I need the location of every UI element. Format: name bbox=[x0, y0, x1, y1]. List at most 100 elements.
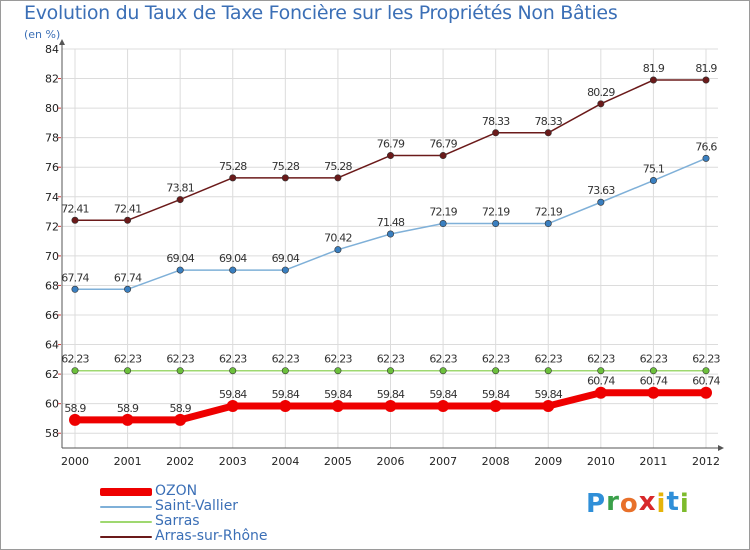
logo-letter: t bbox=[666, 487, 680, 517]
data-label-sarras: 62.23 bbox=[429, 353, 457, 366]
data-label-sarras: 62.23 bbox=[640, 353, 668, 366]
data-point-ozon bbox=[121, 413, 134, 426]
data-label-ozon: 59.84 bbox=[482, 388, 510, 401]
data-point-saint-vallier bbox=[334, 246, 342, 254]
y-tick-label: 66 bbox=[45, 309, 59, 322]
logo-letter: o bbox=[619, 489, 639, 519]
data-label-ozon: 59.84 bbox=[272, 388, 300, 401]
data-label-ozon: 60.74 bbox=[640, 375, 668, 388]
legend-swatch bbox=[100, 521, 152, 523]
data-label-saint-vallier: 69.04 bbox=[272, 252, 300, 265]
chart-subtitle: (en %) bbox=[24, 28, 61, 41]
data-label-ozon: 58.9 bbox=[64, 402, 86, 415]
data-label-sarras: 62.23 bbox=[324, 353, 352, 366]
data-label-arras-sur-rh-ne: 76.79 bbox=[429, 138, 457, 151]
legend-label: Arras-sur-Rhône bbox=[155, 528, 268, 544]
x-tick-label: 2002 bbox=[166, 455, 194, 468]
legend-swatch bbox=[100, 536, 152, 538]
data-label-saint-vallier: 72.19 bbox=[429, 206, 457, 219]
data-point-saint-vallier bbox=[702, 154, 710, 162]
data-point-ozon bbox=[647, 386, 660, 399]
data-label-arras-sur-rh-ne: 72.41 bbox=[61, 202, 89, 215]
data-label-saint-vallier: 76.6 bbox=[695, 140, 717, 153]
data-point-ozon bbox=[489, 400, 502, 413]
data-label-sarras: 62.23 bbox=[272, 353, 300, 366]
x-tick-label: 2000 bbox=[61, 455, 89, 468]
logo-letter: x bbox=[638, 487, 657, 517]
data-label-arras-sur-rh-ne: 81.9 bbox=[695, 62, 717, 75]
data-label-ozon: 59.84 bbox=[324, 388, 352, 401]
data-label-arras-sur-rh-ne: 73.81 bbox=[166, 182, 194, 195]
data-label-ozon: 58.9 bbox=[170, 402, 192, 415]
data-label-sarras: 62.23 bbox=[219, 353, 247, 366]
data-point-arras-sur-rh-ne bbox=[649, 76, 657, 84]
y-tick-label: 84 bbox=[45, 43, 59, 56]
data-label-arras-sur-rh-ne: 78.33 bbox=[482, 115, 510, 128]
data-label-saint-vallier: 73.63 bbox=[587, 184, 615, 197]
data-label-sarras: 62.23 bbox=[61, 353, 89, 366]
data-point-arras-sur-rh-ne bbox=[124, 216, 132, 224]
data-point-saint-vallier bbox=[176, 266, 184, 274]
data-point-saint-vallier bbox=[649, 177, 657, 185]
data-point-arras-sur-rh-ne bbox=[702, 76, 710, 84]
data-point-ozon bbox=[542, 400, 555, 413]
data-label-ozon: 60.74 bbox=[587, 375, 615, 388]
data-label-ozon: 59.84 bbox=[377, 388, 405, 401]
y-tick-label: 64 bbox=[45, 339, 59, 352]
data-point-sarras bbox=[176, 367, 184, 375]
data-point-ozon bbox=[69, 413, 81, 426]
x-tick-label: 2003 bbox=[219, 455, 247, 468]
x-tick-label: 2011 bbox=[639, 455, 667, 468]
data-point-saint-vallier bbox=[492, 220, 500, 228]
data-point-ozon bbox=[174, 413, 187, 426]
logo-letter: P bbox=[586, 489, 607, 519]
x-tick-label: 2004 bbox=[271, 455, 299, 468]
data-point-ozon bbox=[331, 400, 344, 413]
data-point-ozon bbox=[437, 400, 450, 413]
logo-letter: i bbox=[679, 489, 690, 519]
data-label-ozon: 59.84 bbox=[429, 388, 457, 401]
legend-label: OZON bbox=[155, 483, 198, 499]
data-point-sarras bbox=[386, 367, 394, 375]
data-point-sarras bbox=[597, 367, 605, 375]
data-label-saint-vallier: 75.1 bbox=[643, 163, 664, 176]
data-label-saint-vallier: 69.04 bbox=[219, 252, 247, 265]
x-tick-label: 2012 bbox=[692, 455, 720, 468]
y-tick-label: 72 bbox=[45, 220, 59, 233]
logo-letter: r bbox=[606, 487, 620, 517]
data-point-saint-vallier bbox=[544, 220, 552, 228]
data-point-saint-vallier bbox=[439, 220, 447, 228]
data-point-ozon bbox=[594, 386, 607, 399]
data-point-arras-sur-rh-ne bbox=[386, 152, 394, 160]
data-point-saint-vallier bbox=[281, 266, 289, 274]
data-point-arras-sur-rh-ne bbox=[176, 196, 184, 204]
data-point-arras-sur-rh-ne bbox=[597, 100, 605, 108]
data-point-sarras bbox=[544, 367, 552, 375]
y-tick-label: 80 bbox=[45, 102, 59, 115]
data-label-sarras: 62.23 bbox=[692, 353, 720, 366]
data-point-sarras bbox=[439, 367, 447, 375]
legend-label: Saint-Vallier bbox=[155, 498, 239, 514]
y-tick-label: 68 bbox=[45, 279, 59, 292]
y-tick-label: 58 bbox=[45, 427, 59, 440]
data-label-ozon: 59.84 bbox=[535, 388, 563, 401]
y-tick-label: 76 bbox=[45, 161, 59, 174]
x-tick-label: 2009 bbox=[534, 455, 562, 468]
data-point-sarras bbox=[334, 367, 342, 375]
data-point-sarras bbox=[649, 367, 657, 375]
data-label-ozon: 58.9 bbox=[117, 402, 139, 415]
data-point-arras-sur-rh-ne bbox=[71, 216, 79, 224]
data-label-arras-sur-rh-ne: 72.41 bbox=[114, 202, 142, 215]
y-tick-label: 74 bbox=[45, 191, 59, 204]
legend-swatch bbox=[100, 488, 152, 496]
x-tick-label: 2001 bbox=[114, 455, 142, 468]
y-tick-label: 82 bbox=[45, 73, 59, 86]
x-tick-label: 2008 bbox=[482, 455, 510, 468]
data-point-saint-vallier bbox=[71, 285, 79, 293]
data-label-arras-sur-rh-ne: 80.29 bbox=[587, 86, 615, 99]
data-label-sarras: 62.23 bbox=[587, 353, 615, 366]
data-point-ozon bbox=[226, 400, 239, 413]
data-label-saint-vallier: 72.19 bbox=[482, 206, 510, 219]
x-tick-label: 2007 bbox=[429, 455, 457, 468]
